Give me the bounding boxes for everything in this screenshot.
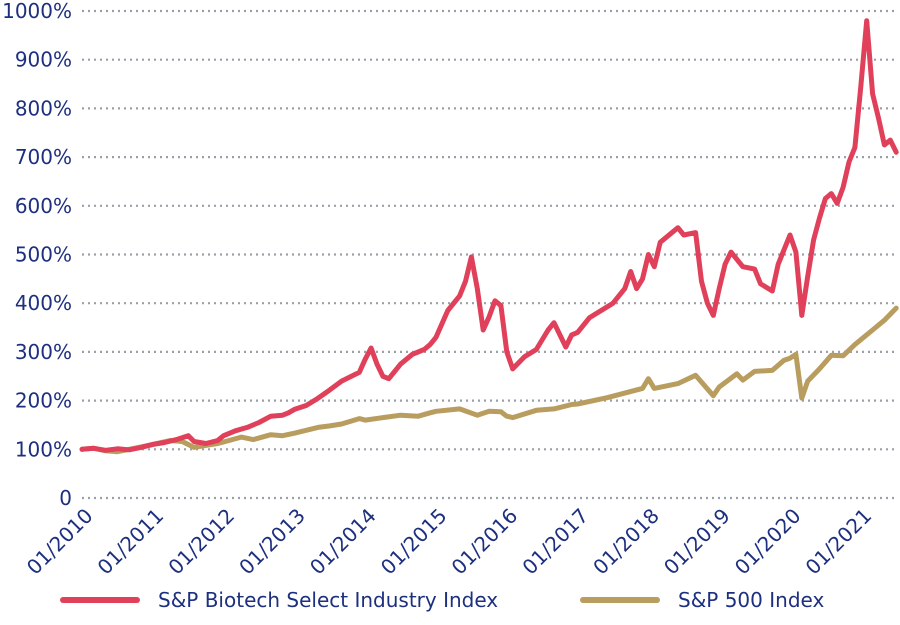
x-tick-label: 01/2012	[163, 504, 239, 580]
x-tick-label: 01/2013	[234, 504, 310, 580]
y-tick-label: 500%	[15, 243, 72, 267]
x-tick-label: 01/2016	[447, 504, 523, 580]
y-tick-label: 800%	[15, 96, 72, 120]
x-tick-label: 01/2020	[730, 504, 806, 580]
legend-swatch-biotech	[60, 597, 140, 603]
y-tick-label: 1000%	[2, 0, 72, 23]
x-tick-label: 01/2015	[376, 504, 452, 580]
x-tick-label: 01/2010	[22, 504, 98, 580]
x-tick-label: 01/2014	[305, 504, 381, 580]
legend-swatch-sp500	[580, 597, 660, 603]
x-tick-label: 01/2021	[801, 504, 877, 580]
legend-item-sp500: S&P 500 Index	[580, 588, 824, 612]
series-line-biotech	[79, 18, 899, 453]
y-tick-label: 400%	[15, 291, 72, 315]
x-tick-label: 01/2011	[93, 504, 169, 580]
y-tick-label: 0	[59, 486, 72, 510]
legend: S&P Biotech Select Industry Index S&P 50…	[0, 588, 900, 622]
y-tick-label: 600%	[15, 194, 72, 218]
y-tick-label: 100%	[15, 437, 72, 461]
legend-label-biotech: S&P Biotech Select Industry Index	[158, 588, 499, 612]
x-tick-label: 01/2017	[517, 504, 593, 580]
series-line-sp500	[79, 305, 899, 455]
y-tick-label: 300%	[15, 340, 72, 364]
y-tick-label: 900%	[15, 48, 72, 72]
legend-label-sp500: S&P 500 Index	[678, 588, 825, 612]
x-tick-label: 01/2019	[659, 504, 735, 580]
y-tick-label: 200%	[15, 389, 72, 413]
legend-item-biotech: S&P Biotech Select Industry Index	[60, 588, 498, 612]
x-tick-label: 01/2018	[588, 504, 664, 580]
y-tick-label: 700%	[15, 145, 72, 169]
